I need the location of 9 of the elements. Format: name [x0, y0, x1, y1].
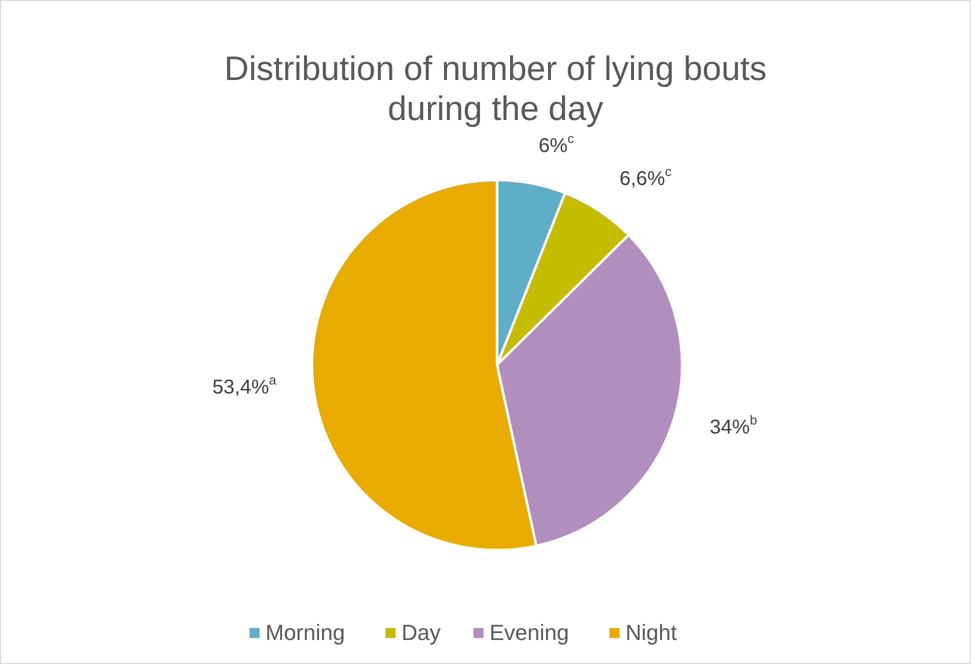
legend-label: Morning [266, 620, 345, 645]
legend-label: Day [402, 620, 441, 645]
legend-label: Night [626, 620, 677, 645]
data-label: 34%$^{b}$ [710, 412, 758, 439]
data-label: 6,6%$^{c}$ [619, 164, 672, 190]
data-label: 53,4%$^{a}$ [212, 372, 278, 399]
data-label: 6%$^{c}$ [538, 130, 575, 158]
chart-title: Distribution of number of lying bouts during the day [224, 50, 767, 128]
legend-label: Evening [490, 620, 570, 645]
